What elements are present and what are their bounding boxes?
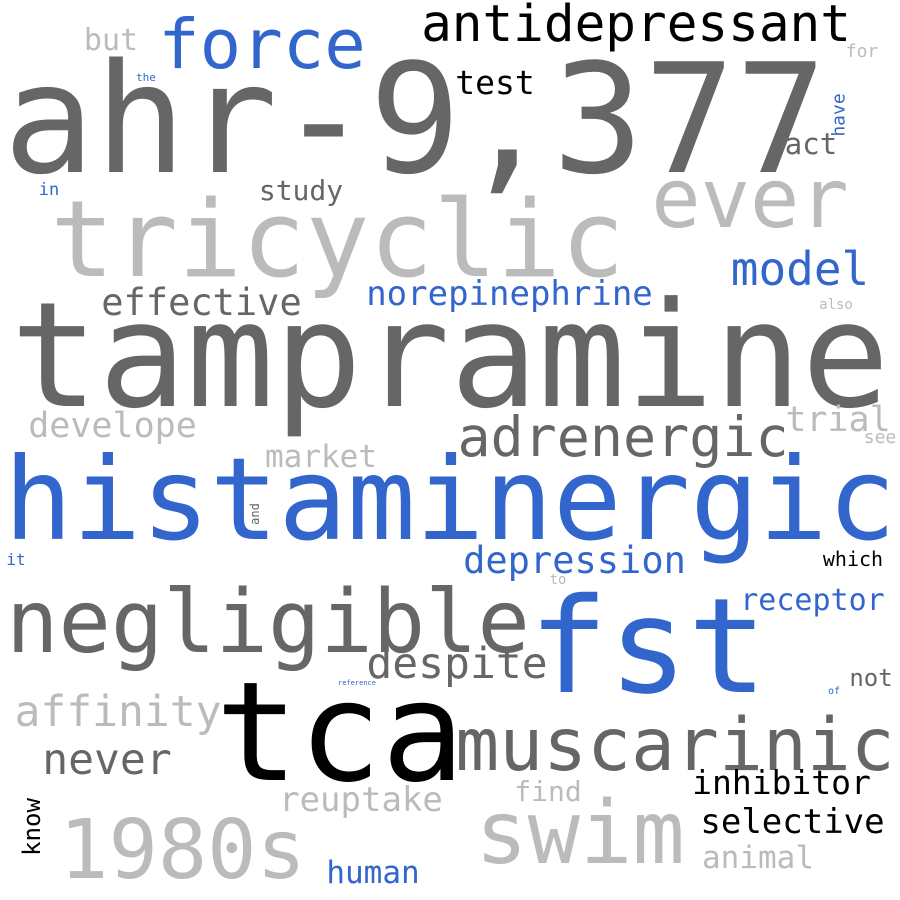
word-not: not	[849, 664, 893, 692]
word-trial: trial	[785, 399, 891, 440]
word-develope: develope	[28, 405, 197, 446]
word-see: see	[863, 427, 897, 448]
word-antidepressant: antidepressant	[421, 0, 851, 54]
word-swim: swim	[475, 781, 685, 884]
word-affinity: affinity	[14, 687, 222, 737]
word-in: in	[38, 179, 60, 200]
word-norepinephrine: norepinephrine	[366, 274, 653, 314]
word-tricyclic: tricyclic	[50, 178, 625, 301]
word-despite: despite	[366, 639, 548, 689]
word-ever: ever	[651, 152, 849, 247]
word-negligible: negligible	[6, 570, 530, 673]
word-effective: effective	[101, 280, 302, 324]
word-ahr: ahr-9,377	[3, 31, 827, 208]
word-the: the	[136, 70, 156, 84]
word-model: model	[730, 242, 870, 296]
word-1980s: 1980s	[59, 802, 306, 898]
word-never: never	[42, 735, 172, 785]
word-have: have	[829, 93, 851, 137]
word-human: human	[326, 854, 420, 891]
word-reuptake: reuptake	[279, 780, 443, 820]
word-for: for	[845, 41, 879, 62]
word-histaminergic: histaminergic	[3, 433, 897, 566]
word-depression: depression	[463, 538, 686, 582]
word-market: market	[265, 438, 377, 475]
word-find: find	[514, 775, 582, 808]
word-adrenergic: adrenergic	[457, 405, 789, 469]
word-which: which	[822, 547, 884, 571]
word-animal: animal	[702, 839, 814, 876]
word-know: know	[18, 798, 47, 856]
word-also: also	[819, 297, 853, 313]
word-selective: selective	[700, 802, 885, 842]
word-of: of	[827, 686, 841, 697]
word-and: and	[248, 503, 262, 525]
word-study: study	[258, 174, 344, 207]
word-test: test	[455, 62, 535, 102]
word-reference: reference	[338, 678, 376, 687]
word-tca: tca	[215, 651, 465, 813]
word-force: force	[158, 4, 366, 85]
word-act: act	[784, 126, 838, 161]
word-fst: fst	[528, 570, 768, 724]
word-to: to	[549, 572, 567, 588]
word-tampramine: tampramine	[10, 270, 890, 441]
word-it: it	[6, 550, 26, 569]
word-but: but	[83, 23, 139, 58]
word-inhibitor: inhibitor	[692, 762, 871, 802]
word-muscarinic: muscarinic	[455, 702, 895, 788]
word-receptor: receptor	[740, 583, 885, 618]
